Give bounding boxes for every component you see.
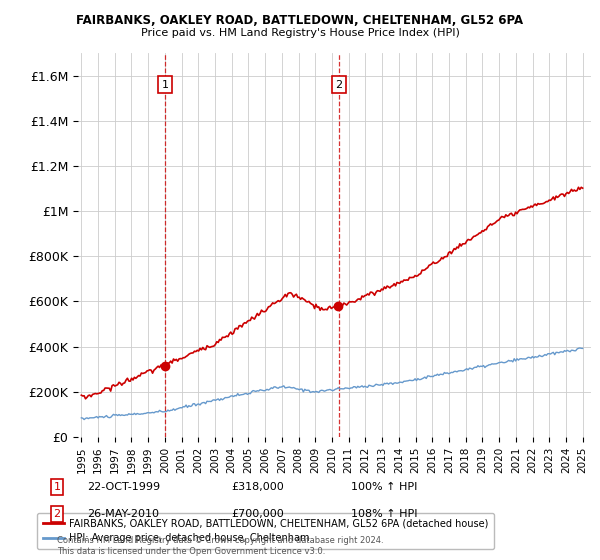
Text: 26-MAY-2010: 26-MAY-2010 xyxy=(87,509,159,519)
Text: 2: 2 xyxy=(53,509,61,519)
Text: 1: 1 xyxy=(161,80,169,90)
Text: £700,000: £700,000 xyxy=(231,509,284,519)
Text: FAIRBANKS, OAKLEY ROAD, BATTLEDOWN, CHELTENHAM, GL52 6PA: FAIRBANKS, OAKLEY ROAD, BATTLEDOWN, CHEL… xyxy=(76,14,524,27)
Legend: FAIRBANKS, OAKLEY ROAD, BATTLEDOWN, CHELTENHAM, GL52 6PA (detached house), HPI: : FAIRBANKS, OAKLEY ROAD, BATTLEDOWN, CHEL… xyxy=(37,512,494,549)
Text: Contains HM Land Registry data © Crown copyright and database right 2024.
This d: Contains HM Land Registry data © Crown c… xyxy=(57,536,383,556)
Text: 108% ↑ HPI: 108% ↑ HPI xyxy=(351,509,418,519)
Text: 2: 2 xyxy=(335,80,342,90)
Text: £318,000: £318,000 xyxy=(231,482,284,492)
Text: 1: 1 xyxy=(53,482,61,492)
Text: 100% ↑ HPI: 100% ↑ HPI xyxy=(351,482,418,492)
Text: Price paid vs. HM Land Registry's House Price Index (HPI): Price paid vs. HM Land Registry's House … xyxy=(140,28,460,38)
Text: 22-OCT-1999: 22-OCT-1999 xyxy=(87,482,160,492)
